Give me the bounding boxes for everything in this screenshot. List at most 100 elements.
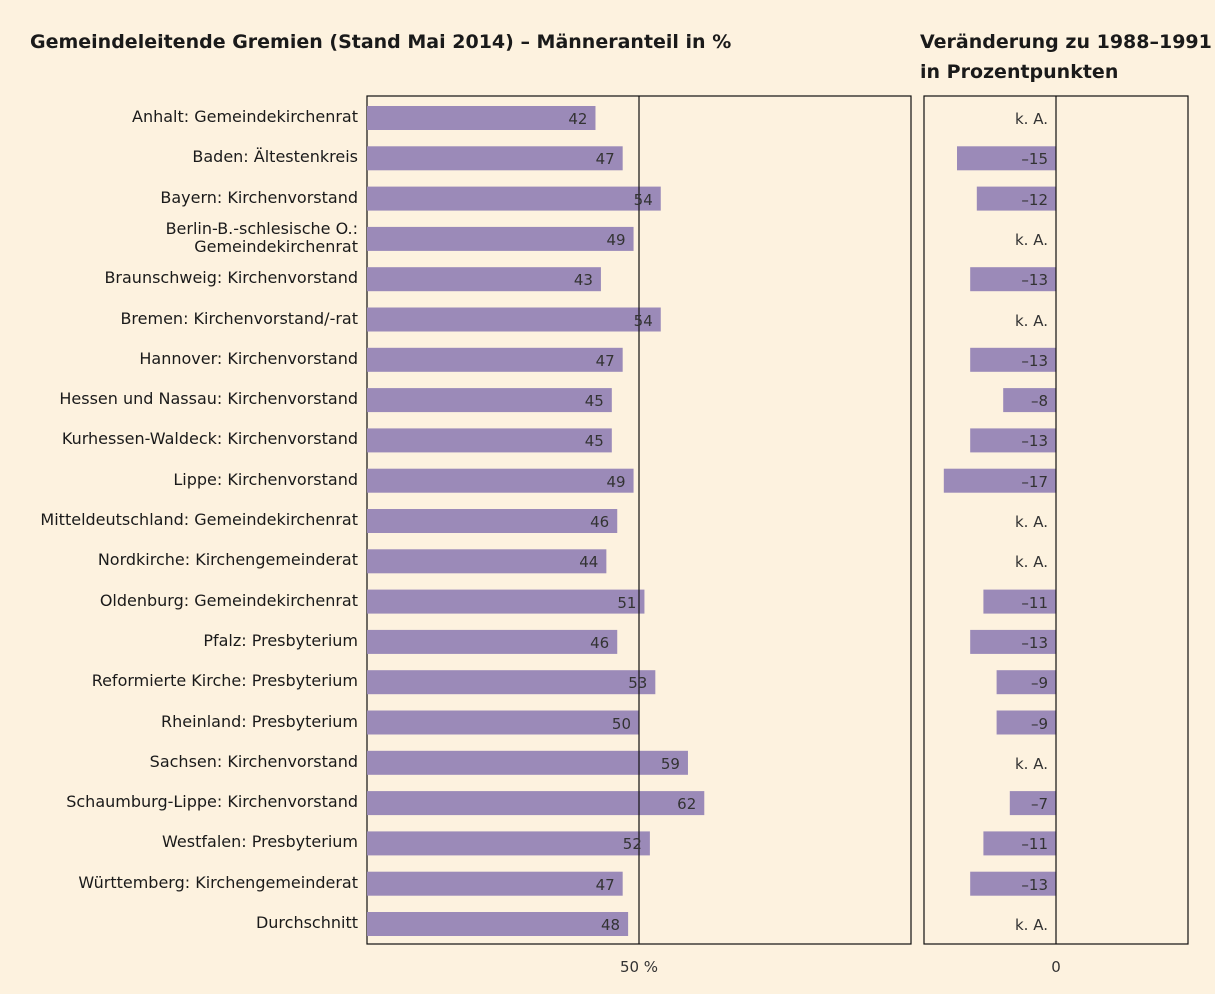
value-label: k. A. bbox=[1015, 311, 1048, 330]
value-label: –13 bbox=[1021, 271, 1048, 290]
bar bbox=[367, 388, 612, 413]
category-label: Kurhessen-Waldeck: Kirchenvorstand bbox=[61, 429, 358, 449]
bar bbox=[367, 831, 650, 856]
bar bbox=[367, 468, 634, 493]
category-label: Schaumburg-Lippe: Kirchenvorstand bbox=[66, 792, 358, 812]
value-label: 51 bbox=[617, 593, 637, 612]
x-tick-label: 0 bbox=[1051, 958, 1061, 976]
bar bbox=[943, 468, 1056, 493]
category-label: Lippe: Kirchenvorstand bbox=[173, 469, 358, 489]
value-label: –9 bbox=[1030, 674, 1048, 693]
bar bbox=[1009, 791, 1056, 816]
value-label: 46 bbox=[590, 513, 610, 531]
category-label: Nordkirche: Kirchengemeinderat bbox=[97, 550, 358, 570]
value-label: 53 bbox=[628, 674, 648, 693]
bar bbox=[367, 226, 634, 251]
category-label: Westfalen: Presbyterium bbox=[162, 832, 358, 852]
bar bbox=[976, 186, 1056, 211]
x-tick-label: 50 % bbox=[619, 958, 659, 976]
value-label: 52 bbox=[622, 835, 642, 854]
bar bbox=[957, 146, 1056, 171]
category-label: Bremen: Kirchenvorstand/-rat bbox=[120, 308, 358, 328]
bar bbox=[367, 791, 705, 816]
value-label: k. A. bbox=[1015, 754, 1048, 773]
category-label: Mitteldeutschland: Gemeindekirchenrat bbox=[40, 510, 358, 529]
bar bbox=[367, 750, 688, 775]
bar bbox=[983, 589, 1056, 614]
value-label: –13 bbox=[1021, 633, 1048, 652]
bar bbox=[367, 710, 639, 735]
value-label: 44 bbox=[579, 553, 599, 572]
bar bbox=[367, 347, 623, 372]
value-label: –13 bbox=[1021, 875, 1048, 894]
category-label: Hessen und Nassau: Kirchenvorstand bbox=[59, 389, 358, 409]
value-label: 45 bbox=[584, 432, 604, 451]
value-label: k. A. bbox=[1015, 230, 1048, 249]
bar bbox=[367, 549, 607, 574]
category-label: Anhalt: Gemeindekirchenrat bbox=[132, 107, 358, 126]
category-label: Baden: Ältestenkreis bbox=[192, 147, 358, 167]
value-label: 54 bbox=[633, 190, 653, 209]
value-label: k. A. bbox=[1015, 553, 1048, 572]
category-label: Braunschweig: Kirchenvorstand bbox=[104, 268, 358, 288]
chart-title: in Prozentpunkten bbox=[920, 61, 1119, 83]
bar bbox=[970, 428, 1056, 453]
value-label: 42 bbox=[568, 110, 588, 128]
category-label: Berlin-B.-schlesische O.: Gemeindekirche… bbox=[165, 218, 358, 256]
bar bbox=[367, 307, 661, 332]
category-label: Durchschnitt bbox=[255, 913, 358, 932]
bar bbox=[367, 629, 618, 654]
bar bbox=[996, 710, 1056, 735]
value-label: k. A. bbox=[1015, 513, 1048, 531]
category-label: Württemberg: Kirchengemeinderat bbox=[78, 872, 358, 892]
category-label: Rheinland: Presbyterium bbox=[161, 711, 358, 731]
category-label: Reformierte Kirche: Presbyterium bbox=[91, 671, 358, 691]
value-label: –9 bbox=[1030, 714, 1048, 733]
value-label: 54 bbox=[633, 311, 653, 330]
value-label: 50 bbox=[611, 714, 631, 733]
value-label: k. A. bbox=[1015, 916, 1048, 934]
value-label: k. A. bbox=[1015, 110, 1048, 128]
value-label: 49 bbox=[606, 472, 626, 491]
value-label: 43 bbox=[573, 271, 593, 290]
bar bbox=[367, 670, 656, 695]
bar bbox=[1003, 388, 1056, 413]
value-label: –15 bbox=[1021, 150, 1048, 169]
value-label: –12 bbox=[1021, 190, 1048, 209]
value-label: 45 bbox=[584, 392, 604, 411]
bar bbox=[970, 347, 1056, 372]
value-label: –13 bbox=[1021, 351, 1048, 370]
category-label: Bayern: Kirchenvorstand bbox=[160, 187, 358, 207]
value-label: –8 bbox=[1030, 392, 1048, 411]
bar bbox=[367, 428, 612, 453]
bar bbox=[970, 267, 1056, 292]
bar bbox=[367, 871, 623, 896]
value-label: –7 bbox=[1030, 795, 1048, 814]
bar bbox=[367, 106, 596, 130]
bar bbox=[996, 670, 1056, 695]
value-label: 62 bbox=[677, 795, 697, 814]
chart-title: Veränderung zu 1988–1991 bbox=[920, 31, 1212, 53]
value-label: 47 bbox=[595, 875, 615, 894]
value-label: 59 bbox=[660, 754, 680, 773]
bar bbox=[367, 912, 629, 936]
bar bbox=[367, 589, 645, 614]
bar bbox=[367, 186, 661, 211]
bar bbox=[983, 831, 1056, 856]
bar bbox=[970, 871, 1056, 896]
bar bbox=[367, 267, 601, 292]
bar bbox=[367, 146, 623, 171]
value-label: 46 bbox=[590, 633, 610, 652]
value-label: –17 bbox=[1021, 472, 1048, 491]
chart-title: Gemeindeleitende Gremien (Stand Mai 2014… bbox=[30, 31, 732, 53]
value-label: 47 bbox=[595, 150, 615, 169]
value-label: –13 bbox=[1021, 432, 1048, 451]
category-label: Hannover: Kirchenvorstand bbox=[139, 348, 358, 368]
bar bbox=[970, 629, 1056, 654]
category-label: Pfalz: Presbyterium bbox=[203, 630, 358, 650]
value-label: –11 bbox=[1021, 835, 1048, 854]
value-label: –11 bbox=[1021, 593, 1048, 612]
value-label: 48 bbox=[601, 916, 621, 934]
